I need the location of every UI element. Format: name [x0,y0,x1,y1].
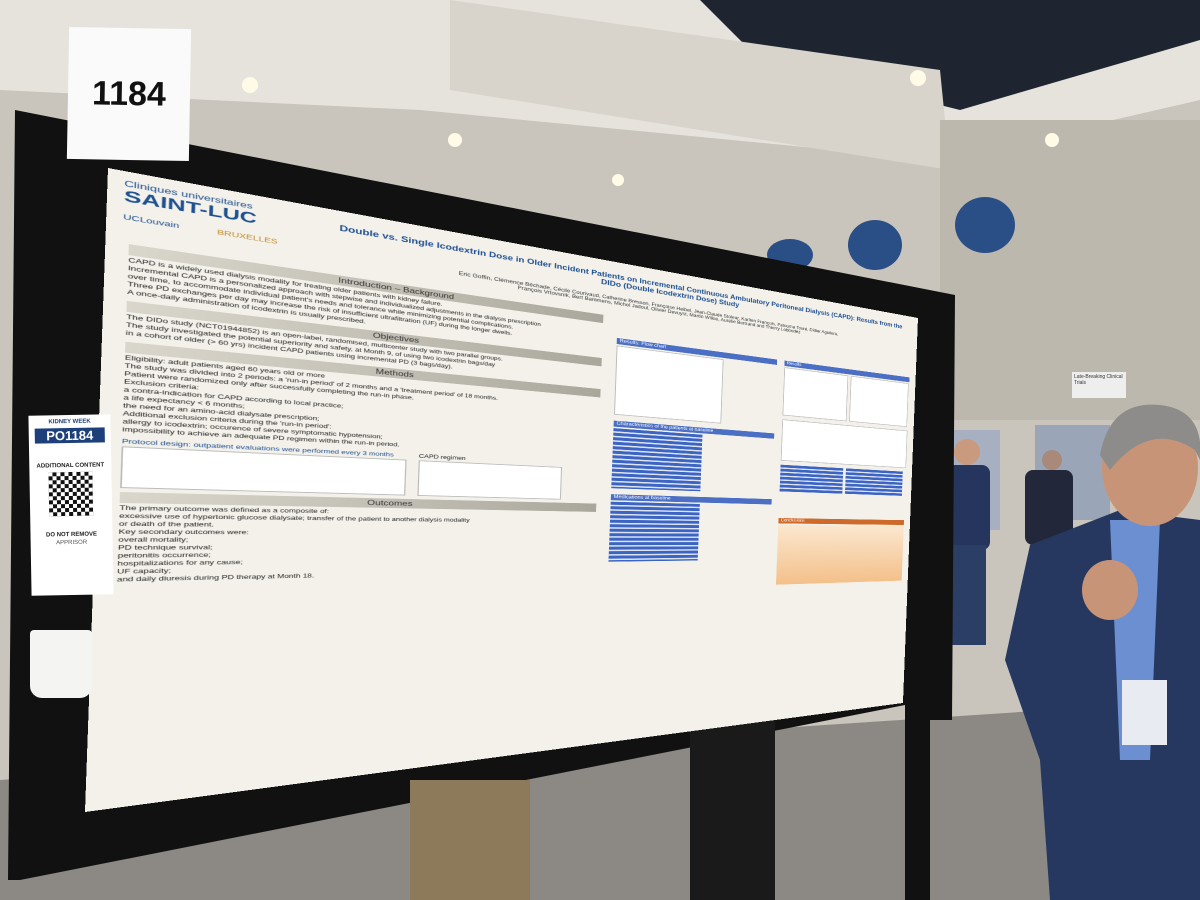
board-number: 1184 [67,27,191,161]
tables [780,465,906,496]
side-sign: Late-Breaking Clinical Trials [1072,372,1126,398]
chart-image [783,367,849,421]
vent [848,220,902,270]
legs-behind [690,720,775,900]
tag-note: ADDITIONAL CONTENT [29,462,111,469]
chart-image [849,376,909,427]
badge [1122,680,1167,745]
tag-warning: DO NOT REMOVE [30,531,112,538]
tag-code: PO1184 [35,427,105,443]
qr-code [48,472,93,517]
right-column: Results Conclusions [776,361,910,585]
table-image [845,468,903,495]
result-box [611,428,702,491]
logo-text: UCLouvain [123,214,179,230]
conclusions-box [776,525,904,585]
head [1042,450,1062,470]
tag-sponsor: APPRISOR [31,539,113,546]
middle-column: Results: Flow chart Characteristics of th… [608,338,777,568]
legs-behind [410,780,530,900]
cup [30,630,92,698]
light [612,174,624,186]
regimen-diagram [417,460,562,499]
vent [955,197,1015,253]
tag-event: KIDNEY WEEK [29,418,111,425]
poster-tag: KIDNEY WEEK PO1184 ADDITIONAL CONTENT DO… [28,414,113,595]
chart-image [781,419,908,468]
logo-text: BRUXELLES [217,229,278,245]
result-box [608,502,699,562]
regimen: CAPD regimen [417,454,562,500]
legs [948,545,986,645]
light [448,133,462,147]
head [954,439,980,465]
concrete-wall [940,120,1200,420]
hand [1082,560,1138,620]
light [1045,133,1059,147]
result-box [614,345,724,423]
table-image [780,465,844,494]
scene: 1184 Late-Breaking Clinical Trials Clini… [0,0,1200,900]
light [910,70,926,86]
light [242,77,258,93]
